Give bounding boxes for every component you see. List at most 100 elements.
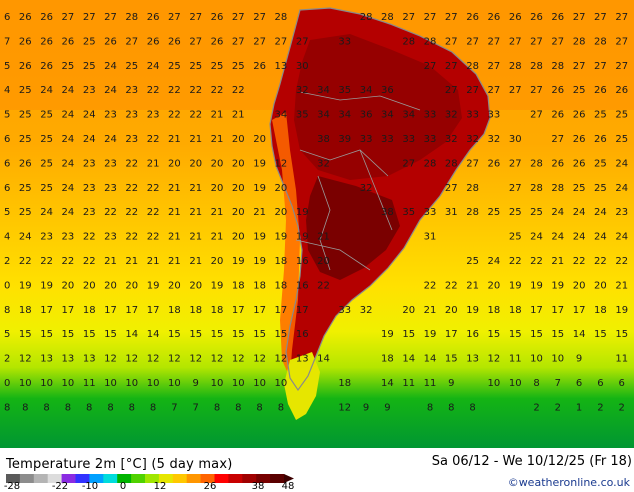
grid-value: 34 bbox=[402, 110, 415, 121]
grid-value: 20 bbox=[232, 207, 245, 218]
grid-value: 22 bbox=[62, 256, 75, 267]
grid-value: 24 bbox=[551, 232, 564, 243]
grid-value: 27 bbox=[62, 12, 75, 23]
grid-value: 13 bbox=[296, 354, 309, 365]
grid-value: 26 bbox=[530, 12, 543, 23]
grid-value: 20 bbox=[594, 280, 607, 291]
grid-value: 18 bbox=[232, 280, 245, 291]
grid-value: 28 bbox=[551, 61, 564, 72]
grid-value: 32 bbox=[317, 158, 330, 169]
grid-value: 25 bbox=[19, 110, 32, 121]
grid-value: 4 bbox=[4, 232, 10, 243]
grid-value: 25 bbox=[594, 183, 607, 194]
grid-value: 36 bbox=[381, 85, 394, 96]
grid-value: 33 bbox=[424, 110, 437, 121]
grid-value: 22 bbox=[232, 85, 245, 96]
grid-value: 17 bbox=[104, 305, 117, 316]
grid-value: 25 bbox=[125, 61, 138, 72]
grid-value: 32 bbox=[445, 134, 458, 145]
grid-value: 15 bbox=[445, 354, 458, 365]
map-canvas: 6 26 26 27 27 27 28 26 27 27 26 27 27 28 28 28 27 27 27 26 2… bbox=[0, 0, 634, 448]
grid-value: 24 bbox=[573, 207, 586, 218]
grid-value: 33 bbox=[488, 110, 501, 121]
legend-swatch bbox=[158, 474, 174, 483]
grid-value: 14 bbox=[147, 329, 160, 340]
grid-value: 19 bbox=[40, 280, 53, 291]
grid-value: 15 bbox=[232, 329, 245, 340]
grid-value: 15 bbox=[615, 329, 628, 340]
grid-value: 17 bbox=[275, 305, 288, 316]
grid-value: 21 bbox=[189, 232, 202, 243]
grid-value: 20 bbox=[253, 134, 266, 145]
legend-swatch bbox=[47, 474, 63, 483]
grid-value: 18 bbox=[381, 354, 394, 365]
grid-value: 19 bbox=[466, 305, 479, 316]
grid-value: 16 bbox=[296, 280, 309, 291]
grid-value: 19 bbox=[530, 280, 543, 291]
grid-value: 27 bbox=[189, 36, 202, 47]
legend-tick-label: -10 bbox=[81, 481, 99, 492]
legend-tick-label: -28 bbox=[3, 481, 21, 492]
grid-value: 24 bbox=[147, 61, 160, 72]
grid-value: 26 bbox=[40, 12, 53, 23]
grid-value: 27 bbox=[189, 12, 202, 23]
map-footer: Temperature 2m [°C] (5 day max) Sa 06/12… bbox=[0, 448, 634, 492]
grid-value: 26 bbox=[19, 158, 32, 169]
grid-value: 10 bbox=[530, 354, 543, 365]
grid-value: 24 bbox=[40, 207, 53, 218]
grid-value: 30 bbox=[509, 134, 522, 145]
grid-value: 8 bbox=[235, 402, 241, 413]
grid-value: 22 bbox=[83, 256, 96, 267]
grid-value: 26 bbox=[488, 158, 501, 169]
grid-value: 24 bbox=[62, 110, 75, 121]
grid-value: 22 bbox=[594, 256, 607, 267]
credit-link[interactable]: ©weatheronline.co.uk bbox=[507, 476, 630, 489]
grid-value: 21 bbox=[189, 256, 202, 267]
grid-value: 18 bbox=[509, 305, 522, 316]
grid-value: 21 bbox=[189, 183, 202, 194]
legend-tick-label: 0 bbox=[119, 481, 127, 492]
grid-value: 22 bbox=[19, 256, 32, 267]
grid-value: 22 bbox=[125, 232, 138, 243]
grid-value: 21 bbox=[147, 256, 160, 267]
grid-value: 22 bbox=[125, 158, 138, 169]
grid-value: 21 bbox=[253, 207, 266, 218]
grid-value: 21 bbox=[168, 207, 181, 218]
grid-value: 10 bbox=[40, 378, 53, 389]
heat-core bbox=[306, 176, 400, 280]
legend-swatch bbox=[145, 474, 160, 483]
grid-value: 19 bbox=[253, 232, 266, 243]
grid-value: 20 bbox=[62, 280, 75, 291]
grid-value: 28 bbox=[530, 61, 543, 72]
grid-value: 21 bbox=[211, 207, 224, 218]
grid-value: 28 bbox=[594, 36, 607, 47]
grid-value: 27 bbox=[530, 36, 543, 47]
grid-value: 5 bbox=[4, 110, 10, 121]
legend-swatch bbox=[172, 474, 188, 483]
grid-value: 27 bbox=[445, 85, 458, 96]
grid-value: 28 bbox=[466, 207, 479, 218]
grid-value: 20 bbox=[317, 256, 330, 267]
grid-value: 5 bbox=[4, 329, 10, 340]
grid-value: 21 bbox=[466, 280, 479, 291]
grid-value: 9 bbox=[576, 354, 582, 365]
legend-swatch bbox=[228, 474, 243, 483]
grid-value: 28 bbox=[551, 183, 564, 194]
grid-value: 27 bbox=[509, 183, 522, 194]
grid-value: 27 bbox=[530, 110, 543, 121]
grid-value: 21 bbox=[189, 134, 202, 145]
grid-value: 16 bbox=[466, 329, 479, 340]
grid-value: 27 bbox=[615, 36, 628, 47]
grid-value: 22 bbox=[189, 85, 202, 96]
grid-value: 22 bbox=[530, 256, 543, 267]
grid-value: 19 bbox=[296, 232, 309, 243]
grid-value: 6 bbox=[4, 183, 10, 194]
grid-value: 10 bbox=[168, 378, 181, 389]
grid-value: 25 bbox=[189, 61, 202, 72]
temperature-map: 6 26 26 27 27 27 28 26 27 27 26 27 27 28 28 28 27 27 27 26 2… bbox=[0, 0, 634, 448]
grid-value: 18 bbox=[253, 280, 266, 291]
grid-value: 20 bbox=[211, 256, 224, 267]
grid-value: 21 bbox=[168, 183, 181, 194]
grid-value: 18 bbox=[338, 378, 351, 389]
grid-value: 13 bbox=[62, 354, 75, 365]
